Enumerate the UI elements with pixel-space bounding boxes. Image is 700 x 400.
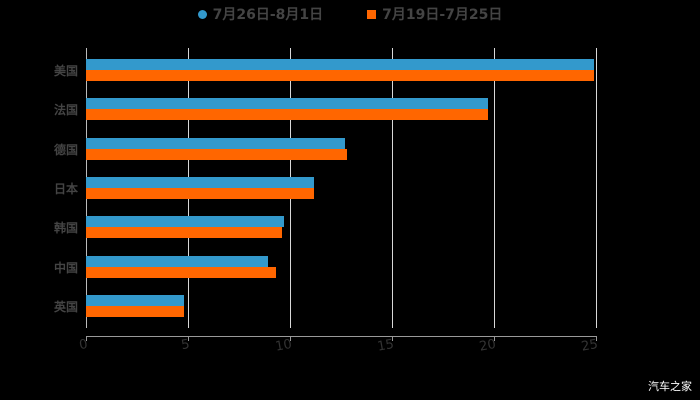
circle-marker-icon — [197, 9, 207, 19]
bar-series-1[interactable] — [86, 216, 284, 228]
square-marker-icon — [367, 9, 377, 19]
x-tick — [392, 336, 393, 341]
bar-series-1[interactable] — [86, 98, 488, 110]
category-label: 美国 — [53, 64, 78, 78]
gridline — [494, 48, 495, 328]
x-tick-label: 20 — [478, 337, 498, 355]
category-label: 英国 — [53, 299, 78, 314]
x-tick-label: 0 — [78, 337, 89, 354]
x-axis-line — [86, 336, 596, 337]
bar-series-1[interactable] — [86, 255, 268, 267]
x-tick — [86, 336, 87, 341]
x-tick-label: 15 — [376, 337, 396, 355]
bar-series-2[interactable] — [86, 109, 488, 121]
bar-series-2[interactable] — [86, 227, 282, 239]
x-tick — [290, 336, 291, 341]
x-tick — [596, 336, 597, 341]
bar-series-2[interactable] — [86, 187, 315, 199]
bar-series-2[interactable] — [86, 305, 184, 317]
legend-label: 7月19日-7月25日 — [382, 7, 503, 23]
bar-series-1[interactable] — [86, 294, 184, 306]
x-tick-label: 25 — [580, 337, 600, 355]
category-label: 法国 — [53, 103, 78, 118]
bar-series-2[interactable] — [86, 148, 348, 160]
x-tick-label: 10 — [274, 337, 294, 355]
x-tick — [188, 336, 189, 341]
chart-legend: 7月26日-8月1日 7月19日-7月25日 — [0, 4, 700, 24]
category-label: 中国 — [53, 260, 78, 275]
x-tick-label: 5 — [180, 337, 191, 354]
category-label: 韩国 — [53, 221, 78, 236]
bar-series-1[interactable] — [86, 59, 594, 70]
category-label: 日本 — [53, 181, 78, 196]
legend-item-series-1[interactable]: 7月26日-8月1日 — [197, 4, 324, 24]
bar-series-2[interactable] — [86, 70, 594, 81]
plot-area — [86, 48, 597, 328]
legend-item-series-2[interactable]: 7月19日-7月25日 — [367, 4, 502, 24]
bar-series-1[interactable] — [86, 137, 346, 149]
bar-series-1[interactable] — [86, 176, 315, 188]
x-tick — [494, 336, 495, 341]
gridline — [596, 48, 597, 328]
category-label: 德国 — [53, 142, 78, 157]
watermark: 汽车之家 — [648, 380, 692, 393]
gridline — [392, 48, 393, 328]
bar-series-2[interactable] — [86, 266, 276, 278]
legend-label: 7月26日-8月1日 — [212, 7, 324, 23]
